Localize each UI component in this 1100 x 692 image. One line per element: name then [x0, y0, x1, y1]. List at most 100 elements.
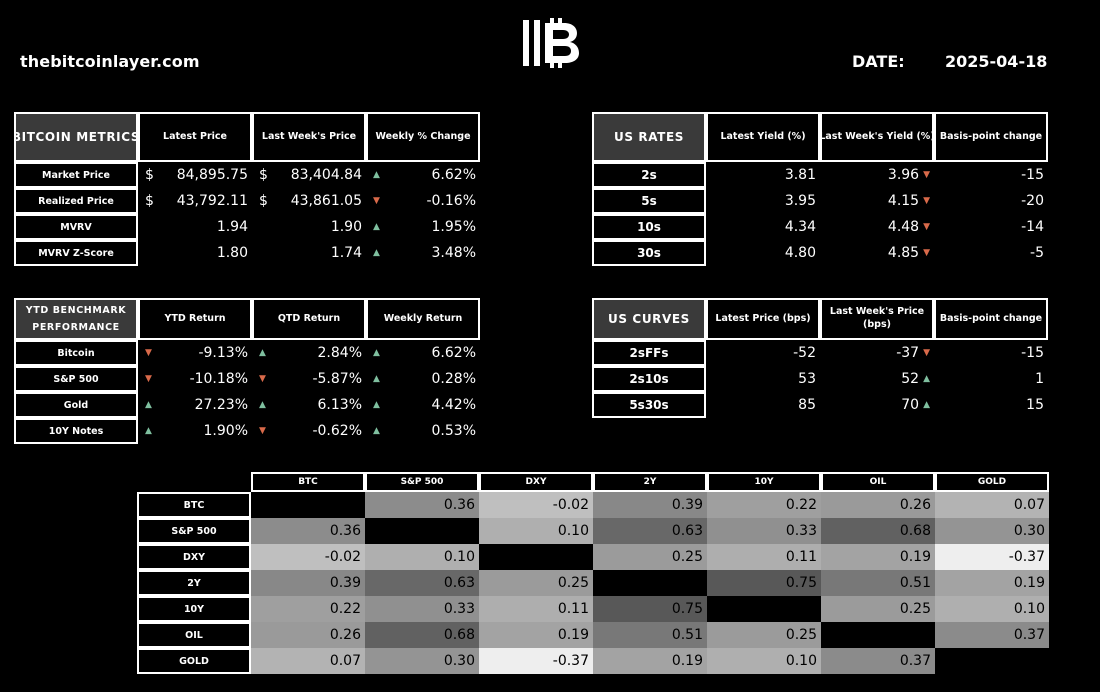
us-rates-table: US RATES Latest Yield (%) Last Week's Yi…: [592, 112, 1048, 266]
arrow-up-icon: ▲: [923, 374, 930, 384]
last-week-yield-cell: 4.15 ▼: [820, 188, 934, 214]
value: -0.62%: [312, 423, 362, 439]
ytd-return-cell: ▲ 1.90%: [138, 418, 252, 444]
bp-change-cell: -15: [934, 340, 1048, 366]
value: -10.18%: [189, 371, 248, 387]
col-header: QTD Return: [252, 298, 366, 340]
heatmap-cell: 0.22: [707, 492, 821, 518]
latest-yield-cell: 4.80: [706, 240, 820, 266]
heatmap-cell: 0.19: [935, 570, 1049, 596]
value: 43,792.11: [176, 193, 248, 209]
heatmap-cell: 0.30: [365, 648, 479, 674]
value: 83,404.84: [290, 167, 362, 183]
heatmap-cell: [707, 596, 821, 622]
ytd-return-cell: ▼ -10.18%: [138, 366, 252, 392]
value: 3.81: [784, 167, 816, 183]
site-name: thebitcoinlayer.com: [20, 52, 200, 71]
value: 1.94: [216, 219, 248, 235]
heatmap-cell: 0.36: [251, 518, 365, 544]
value: 4.48: [887, 219, 920, 235]
value: 1: [1035, 371, 1044, 387]
heatmap-cell: [935, 648, 1049, 674]
row-label: Market Price: [14, 162, 138, 188]
row-label: 5s30s: [592, 392, 706, 418]
weekly-change-cell: ▼ -0.16%: [366, 188, 480, 214]
ytd-benchmark-title: YTD BENCHMARK PERFORMANCE: [14, 298, 138, 340]
arrow-up-icon: ▲: [259, 400, 266, 410]
weekly-return-cell: ▲ 0.53%: [366, 418, 480, 444]
arrow-up-icon: ▲: [373, 426, 380, 436]
arrow-down-icon: ▼: [145, 348, 152, 358]
latest-price-cell: $84,895.75: [138, 162, 252, 188]
col-header: Basis-point change: [934, 298, 1048, 340]
arrow-down-icon: ▼: [259, 374, 266, 384]
heatmap-cell: 0.33: [365, 596, 479, 622]
last-week-price-cell: -37 ▼: [820, 340, 934, 366]
arrow-down-icon: ▼: [923, 222, 930, 232]
arrow-down-icon: ▼: [145, 374, 152, 384]
latest-price-cell: 53: [706, 366, 820, 392]
latest-yield-cell: 4.34: [706, 214, 820, 240]
heatmap-cell: [479, 544, 593, 570]
arrow-up-icon: ▲: [373, 400, 380, 410]
matrix-row-header: S&P 500: [137, 518, 251, 544]
value: 4.85: [887, 245, 920, 261]
heatmap-cell: 0.07: [935, 492, 1049, 518]
col-header: Last Week's Price (bps): [820, 298, 934, 340]
arrow-down-icon: ▼: [373, 196, 380, 206]
bp-change-cell: -20: [934, 188, 1048, 214]
heatmap-cell: 0.75: [707, 570, 821, 596]
value: -0.16%: [426, 193, 476, 209]
value: 6.62%: [431, 345, 476, 361]
matrix-row-header: DXY: [137, 544, 251, 570]
date-label: DATE:: [852, 52, 905, 71]
bp-change-cell: 1: [934, 366, 1048, 392]
value: 1.74: [330, 245, 362, 261]
heatmap-cell: 0.07: [251, 648, 365, 674]
value: -52: [793, 345, 816, 361]
value: 43,861.05: [290, 193, 362, 209]
heatmap-cell: [365, 518, 479, 544]
heatmap-cell: 0.26: [821, 492, 935, 518]
col-header: Latest Price (bps): [706, 298, 820, 340]
heatmap-cell: 0.10: [479, 518, 593, 544]
value: 2.84%: [317, 345, 362, 361]
heatmap-cell: 0.33: [707, 518, 821, 544]
heatmap-cell: 0.10: [365, 544, 479, 570]
matrix-col-header: OIL: [821, 472, 935, 492]
value: 27.23%: [194, 397, 248, 413]
heatmap-cell: 0.63: [365, 570, 479, 596]
last-week-price-cell: 1.90: [252, 214, 366, 240]
col-header: YTD Return: [138, 298, 252, 340]
value: 1.80: [216, 245, 248, 261]
bitcoin-metrics-title: BITCOIN METRICS: [14, 112, 138, 162]
arrow-up-icon: ▲: [373, 222, 380, 232]
value: 4.80: [784, 245, 816, 261]
value: 6.62%: [431, 167, 476, 183]
latest-yield-cell: 3.81: [706, 162, 820, 188]
col-header: Weekly % Change: [366, 112, 480, 162]
dollar-sign: $: [259, 193, 268, 209]
bp-change-cell: -5: [934, 240, 1048, 266]
last-week-price-cell: 52 ▲: [820, 366, 934, 392]
ytd-benchmark-table: YTD BENCHMARK PERFORMANCE YTD Return QTD…: [14, 298, 480, 444]
heatmap-cell: [251, 492, 365, 518]
arrow-up-icon: ▲: [373, 170, 380, 180]
weekly-change-cell: ▲ 3.48%: [366, 240, 480, 266]
heatmap-cell: 0.19: [479, 622, 593, 648]
heatmap-cell: 0.19: [593, 648, 707, 674]
heatmap-cell: [821, 622, 935, 648]
heatmap-cell: 0.25: [479, 570, 593, 596]
weekly-change-cell: ▲ 1.95%: [366, 214, 480, 240]
arrow-up-icon: ▲: [373, 348, 380, 358]
value: -5.87%: [312, 371, 362, 387]
heatmap-cell: 0.51: [821, 570, 935, 596]
heatmap-cell: 0.25: [707, 622, 821, 648]
ytd-return-cell: ▼ -9.13%: [138, 340, 252, 366]
value: -9.13%: [198, 345, 248, 361]
matrix-row-header: OIL: [137, 622, 251, 648]
us-curves-table: US CURVES Latest Price (bps) Last Week's…: [592, 298, 1048, 418]
value: -15: [1021, 345, 1044, 361]
bitcoin-layer-logo-icon: [523, 18, 579, 68]
bp-change-cell: -14: [934, 214, 1048, 240]
